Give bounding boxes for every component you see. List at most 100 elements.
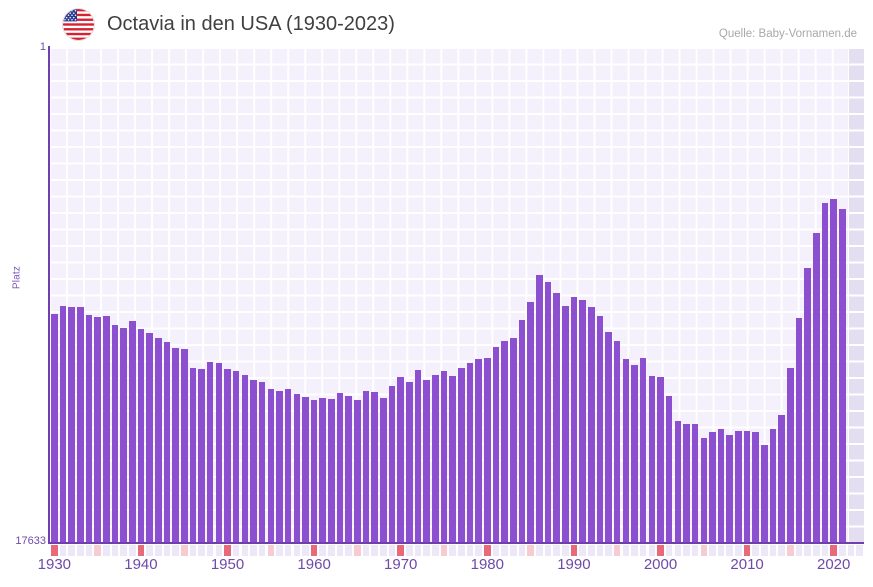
bar-2003	[683, 423, 690, 543]
year-tick-1937	[111, 545, 119, 556]
year-tick-1979	[475, 545, 482, 556]
bar-1992	[587, 307, 595, 543]
bar-2009	[735, 430, 742, 543]
year-tick-2008	[726, 545, 734, 556]
year-tick-1933	[77, 545, 84, 556]
year-tick-1960	[310, 545, 318, 556]
source-note: Quelle: Baby-Vornamen.de	[718, 28, 857, 40]
bar-1973	[423, 379, 430, 543]
year-tick-1936	[102, 545, 110, 556]
bar-1977	[458, 367, 465, 543]
bar-2011	[752, 432, 760, 543]
year-tick-2020	[830, 545, 837, 556]
year-tick-2021	[839, 545, 846, 556]
bar-2013	[769, 429, 777, 543]
year-tick-1932	[68, 545, 75, 556]
bar-1988	[553, 293, 560, 543]
year-tick-2003	[683, 545, 690, 556]
x-axis-tick-1990: 1990	[557, 556, 591, 573]
year-tick-1972	[414, 545, 422, 556]
year-tick-1964	[345, 545, 353, 556]
bar-1984	[518, 319, 526, 543]
bar-1995	[613, 340, 621, 543]
year-tick-2013	[769, 545, 777, 556]
bar-1930	[51, 314, 58, 543]
year-tick-2009	[735, 545, 742, 556]
year-tick-1968	[380, 545, 387, 556]
bar-1971	[406, 381, 413, 543]
x-axis-tick-1940: 1940	[124, 556, 158, 573]
year-tick-1967	[371, 545, 379, 556]
year-tick-1953	[250, 545, 257, 556]
year-tick-1970	[397, 545, 404, 556]
year-tick-1989	[561, 545, 569, 556]
x-axis-tick-2000: 2000	[643, 556, 678, 573]
year-tick-1949	[215, 545, 223, 556]
bar-1954	[258, 381, 266, 543]
year-tick-1952	[241, 545, 249, 556]
bar-1967	[371, 391, 379, 543]
bar-2018	[813, 232, 820, 543]
year-tick-2010	[743, 545, 751, 556]
bar-1936	[102, 316, 110, 543]
y-axis-tick-bottom: 17633	[15, 535, 46, 547]
bar-2005	[700, 437, 708, 543]
bar-1990	[570, 297, 578, 543]
bar-1949	[215, 362, 223, 543]
year-tick-1950	[224, 545, 231, 556]
year-tick-1998	[639, 545, 647, 556]
bar-1951	[232, 371, 240, 543]
bar-2020	[830, 199, 837, 543]
year-tick-1985	[527, 545, 534, 556]
bar-1947	[198, 368, 205, 543]
year-tick-1944	[172, 545, 179, 556]
bar-1933	[77, 307, 84, 543]
plot-area	[50, 48, 864, 543]
bar-2002	[674, 420, 682, 543]
bar-1994	[605, 332, 612, 543]
bar-1996	[622, 359, 630, 543]
year-tick-1957	[284, 545, 292, 556]
bar-1978	[466, 363, 474, 543]
us-flag-icon	[63, 9, 94, 40]
bar-1952	[241, 374, 249, 543]
year-tick-2015	[787, 545, 794, 556]
year-tick-1931	[59, 545, 67, 556]
year-tick-1992	[587, 545, 595, 556]
year-tick-1986	[535, 545, 543, 556]
bar-2014	[778, 415, 786, 543]
bar-1963	[336, 392, 344, 543]
year-tick-1995	[613, 545, 621, 556]
bar-1934	[85, 315, 93, 543]
x-axis-tick-1950: 1950	[210, 556, 245, 573]
bar-1975	[440, 371, 448, 543]
bar-1999	[648, 375, 656, 543]
bar-1991	[579, 300, 586, 543]
bar-1946	[189, 367, 197, 543]
year-tick-1997	[631, 545, 638, 556]
bar-1961	[319, 397, 327, 543]
year-tick-2006	[709, 545, 716, 556]
x-axis-labels: 1930 1940 1950 1960 1970 1980 1990 2000 2010 2020	[0, 556, 873, 584]
x-axis-tick-1980: 1980	[470, 556, 504, 573]
bar-1981	[492, 346, 500, 543]
y-axis-line	[48, 46, 50, 544]
year-tick-1943	[163, 545, 171, 556]
bar-1950	[224, 368, 231, 543]
y-axis-tick-top: 1	[39, 41, 46, 53]
year-tick-1958	[293, 545, 301, 556]
bar-1960	[310, 399, 318, 543]
year-tick-1969	[388, 545, 396, 556]
year-tick-2023	[856, 545, 863, 556]
year-tick-1990	[570, 545, 578, 556]
year-tick-2017	[804, 545, 811, 556]
year-tick-1961	[319, 545, 327, 556]
chart-header: Octavia in den USA (1930-2023) Quelle: B…	[0, 0, 873, 48]
year-tick-2022	[847, 545, 855, 556]
x-axis-tick-1960: 1960	[297, 556, 331, 573]
bar-1965	[354, 399, 361, 543]
bar-1986	[535, 274, 543, 543]
year-tick-1956	[276, 545, 283, 556]
bar-1932	[68, 306, 75, 543]
bar-2021	[839, 208, 846, 543]
